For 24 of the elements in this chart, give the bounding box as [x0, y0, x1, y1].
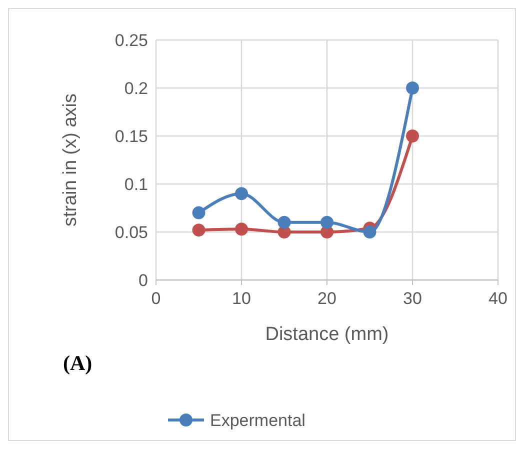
- x-tick-label: 40: [488, 289, 508, 308]
- point: [235, 222, 248, 236]
- x-tick-label: 20: [318, 289, 336, 308]
- point: [320, 216, 334, 229]
- y-tick-label: 0.15: [114, 127, 148, 146]
- y-tick-label: 0.2: [124, 79, 148, 98]
- x-tick-label: 0: [151, 289, 161, 308]
- point: [192, 206, 206, 220]
- y-tick-label: 0.25: [114, 31, 148, 50]
- point: [406, 130, 419, 142]
- point: [235, 187, 248, 200]
- point: [406, 82, 419, 94]
- y-tick-label: 0.1: [124, 175, 148, 194]
- legend-label: Expermental: [210, 411, 306, 430]
- point: [278, 216, 291, 229]
- point: [192, 224, 206, 237]
- y-tick-label: 0: [138, 271, 148, 290]
- x-axis-title: Distance (mm): [265, 324, 389, 345]
- text: (A): [63, 351, 92, 375]
- x-tick-label: 10: [232, 289, 251, 308]
- x-tick-label: 30: [403, 289, 422, 308]
- y-axis-title: strain in (x) axis: [60, 93, 81, 227]
- y-tick-label: 0.05: [114, 223, 148, 242]
- point: [363, 226, 376, 238]
